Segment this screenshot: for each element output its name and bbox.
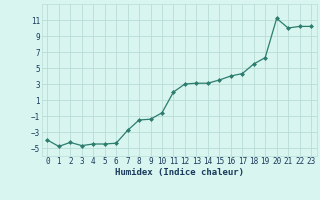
X-axis label: Humidex (Indice chaleur): Humidex (Indice chaleur) — [115, 168, 244, 177]
